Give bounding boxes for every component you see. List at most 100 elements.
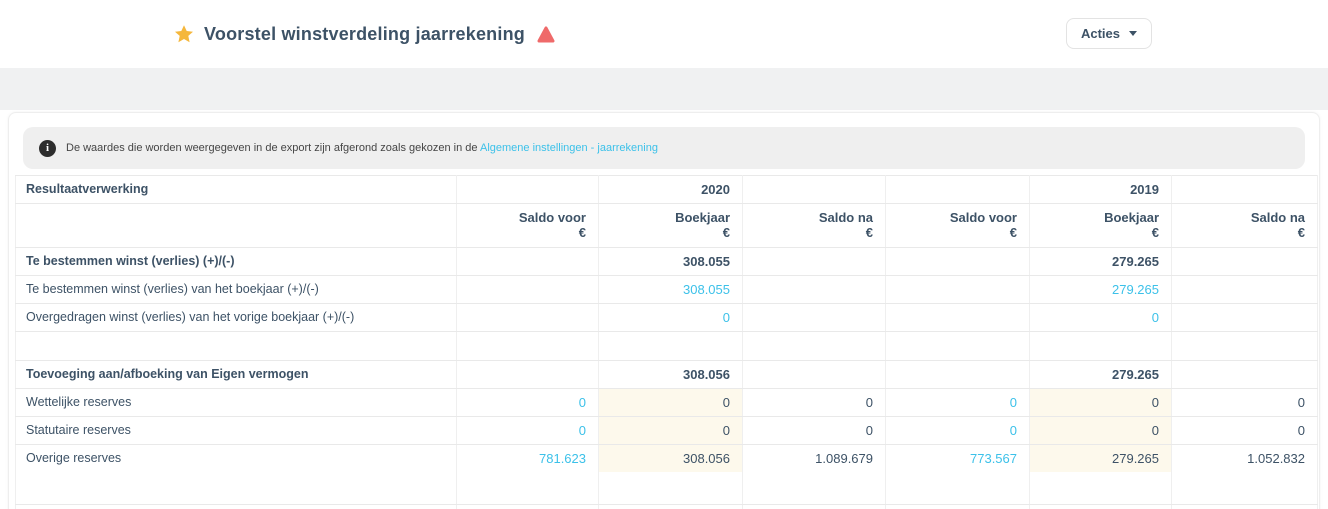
table-title: Resultaatverwerking xyxy=(15,175,457,204)
header-bar: Voorstel winstverdeling jaarrekening Act… xyxy=(0,0,1328,68)
value-link[interactable]: 0 xyxy=(722,310,730,325)
value-cell xyxy=(885,303,1030,332)
value-link[interactable]: 0 xyxy=(578,395,586,410)
value-cell xyxy=(885,360,1030,389)
value-link[interactable]: 781.623 xyxy=(539,451,586,466)
value-cell xyxy=(456,331,599,361)
value-cell: 279.265 xyxy=(1029,275,1172,304)
settings-link[interactable]: Algemene instellingen - jaarrekening xyxy=(480,142,658,154)
actions-button-label: Acties xyxy=(1080,26,1120,41)
column-header-row: Saldo voor € Boekjaar € Saldo na € Saldo vo… xyxy=(15,203,1318,248)
value-cell xyxy=(742,504,886,509)
editable-value-input[interactable]: 279.265 xyxy=(1030,445,1171,472)
toolbar-strip xyxy=(0,68,1328,110)
value-cell: 0 xyxy=(1171,416,1318,445)
row-label: Statutaire reserves xyxy=(15,416,457,445)
value-cell xyxy=(742,247,886,276)
value-cell: 0 xyxy=(456,416,599,445)
value-cell xyxy=(1171,360,1318,389)
value-cell xyxy=(885,331,1030,361)
chevron-down-icon xyxy=(1129,31,1137,36)
row-label xyxy=(15,331,457,361)
table-row xyxy=(15,331,1318,361)
table-row: Overgedragen winst (verlies) van het vor… xyxy=(15,303,1318,332)
value-cell xyxy=(1171,247,1318,276)
value-cell: 0 xyxy=(598,416,743,445)
table-row: Toevoeging aan/afboeking van Eigen vermo… xyxy=(15,360,1318,389)
table-row: Te bestemmen winst (verlies) (+)/(-) 308.… xyxy=(15,247,1318,276)
value-cell xyxy=(456,360,599,389)
value-cell: 0 xyxy=(1029,303,1172,332)
value-cell: 0 xyxy=(885,416,1030,445)
value-cell: 0 xyxy=(1171,388,1318,417)
value-cell xyxy=(598,331,743,361)
value-cell: 1.089.679 xyxy=(742,444,886,505)
value-link[interactable]: 0 xyxy=(578,423,586,438)
value-cell: 0 xyxy=(456,388,599,417)
value-cell xyxy=(742,275,886,304)
table-row: Statutaire reserves 0 0 0 0 0 0 xyxy=(15,416,1318,445)
column-header-saldo-na-2020: Saldo na € xyxy=(742,203,886,248)
column-header-boekjaar-2020: Boekjaar € xyxy=(598,203,743,248)
value-link[interactable]: 0 xyxy=(1151,310,1159,325)
row-label: Te bestemmen winst (verlies) van het boe… xyxy=(15,275,457,304)
value-cell xyxy=(1171,331,1318,361)
value-cell: 279.265 xyxy=(1029,360,1172,389)
value-cell: 0 xyxy=(1029,416,1172,445)
value-cell xyxy=(456,504,599,509)
value-cell xyxy=(1029,331,1172,361)
result-table: Resultaatverwerking 2020 2019 Saldo voor… xyxy=(15,175,1318,509)
table-title-row: Resultaatverwerking 2020 2019 xyxy=(15,175,1318,204)
info-banner-text: De waardes die worden weergegeven in de … xyxy=(66,142,658,154)
value-link[interactable]: 279.265 xyxy=(1112,282,1159,297)
editable-value-input[interactable]: 0 xyxy=(599,417,742,444)
favorite-star-icon[interactable] xyxy=(174,24,194,44)
row-label xyxy=(15,504,457,509)
row-label: Te bestemmen winst (verlies) (+)/(-) xyxy=(15,247,457,276)
column-header-boekjaar-2019: Boekjaar € xyxy=(1029,203,1172,248)
editable-value-input[interactable]: 0 xyxy=(599,389,742,416)
value-cell xyxy=(742,303,886,332)
value-cell xyxy=(742,331,886,361)
value-cell xyxy=(885,247,1030,276)
actions-button[interactable]: Acties xyxy=(1065,18,1152,49)
value-cell: 308.056 xyxy=(598,444,743,505)
year-group-2020: 2020 xyxy=(598,175,743,204)
column-header-saldo-na-2019: Saldo na € xyxy=(1171,203,1318,248)
column-header-saldo-voor-2020: Saldo voor € xyxy=(456,203,599,248)
value-cell: 0 xyxy=(885,388,1030,417)
value-cell xyxy=(456,275,599,304)
value-cell xyxy=(885,275,1030,304)
value-cell xyxy=(598,504,743,509)
editable-value-input[interactable]: 308.056 xyxy=(599,445,742,472)
table-row: Te bestemmen winst (verlies) van het boe… xyxy=(15,275,1318,304)
info-icon: i xyxy=(39,139,56,157)
value-cell: 279.265 xyxy=(1029,247,1172,276)
value-link[interactable]: 0 xyxy=(1009,423,1017,438)
value-cell: 308.055 xyxy=(598,275,743,304)
editable-value-input[interactable]: 0 xyxy=(1030,417,1171,444)
value-cell xyxy=(742,360,886,389)
value-link[interactable]: 308.055 xyxy=(683,282,730,297)
row-label: Wettelijke reserves xyxy=(15,388,457,417)
value-cell xyxy=(1171,275,1318,304)
value-cell xyxy=(885,504,1030,509)
row-label: Overgedragen winst (verlies) van het vor… xyxy=(15,303,457,332)
value-cell: 0 xyxy=(598,388,743,417)
value-cell: 0 xyxy=(742,416,886,445)
value-cell: 1.052.832 xyxy=(1171,444,1318,505)
warning-triangle-icon xyxy=(537,26,555,42)
page-title-group: Voorstel winstverdeling jaarrekening xyxy=(174,0,555,68)
value-cell: 781.623 xyxy=(456,444,599,505)
table-row: Wettelijke reserves 0 0 0 0 0 0 xyxy=(15,388,1318,417)
column-header-saldo-voor-2019: Saldo voor € xyxy=(885,203,1030,248)
row-label: Toevoeging aan/afboeking van Eigen vermo… xyxy=(15,360,457,389)
value-link[interactable]: 773.567 xyxy=(970,451,1017,466)
value-cell xyxy=(456,247,599,276)
value-cell xyxy=(1171,303,1318,332)
year-group-2019: 2019 xyxy=(1029,175,1172,204)
content-card: i De waardes die worden weergegeven in d… xyxy=(8,112,1320,509)
editable-value-input[interactable]: 0 xyxy=(1030,389,1171,416)
value-link[interactable]: 0 xyxy=(1009,395,1017,410)
row-label: Overige reserves xyxy=(15,444,457,505)
